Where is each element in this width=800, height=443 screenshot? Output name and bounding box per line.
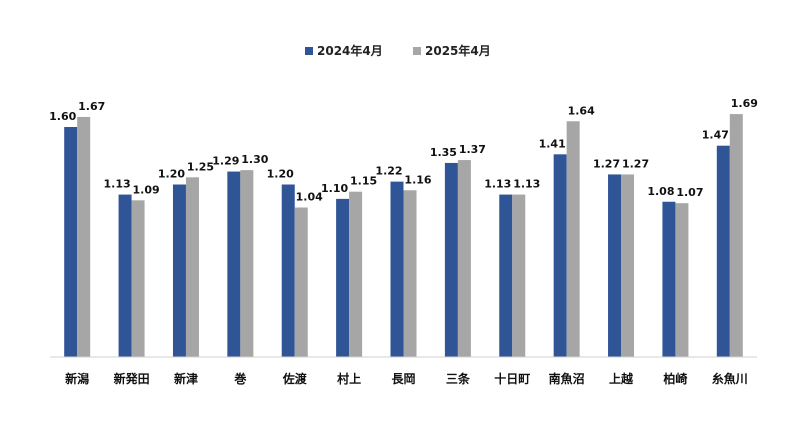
bar-series2-8 <box>512 194 526 357</box>
data-label-series1-6: 1.22 <box>375 165 402 178</box>
data-label-series1-8: 1.13 <box>484 178 511 191</box>
bar-series1-2 <box>172 184 186 357</box>
category-label-1: 新発田 <box>114 371 150 386</box>
bar-series1-9 <box>553 154 567 357</box>
data-label-series2-8: 1.13 <box>513 178 540 191</box>
data-label-series1-10: 1.27 <box>593 157 620 170</box>
bar-series1-5 <box>336 198 350 357</box>
data-label-series2-11: 1.07 <box>676 186 703 199</box>
category-label-8: 十日町 <box>494 371 530 386</box>
category-label-5: 村上 <box>337 371 361 386</box>
category-label-7: 三条 <box>446 371 471 386</box>
bar-series2-0 <box>77 116 91 357</box>
bar-series2-9 <box>566 121 580 357</box>
data-label-series1-2: 1.20 <box>158 168 185 181</box>
category-label-9: 南魚沼 <box>549 371 585 386</box>
data-label-series2-9: 1.64 <box>568 104 595 117</box>
legend-label-1: 2024年4月 <box>317 43 383 58</box>
data-label-series1-5: 1.10 <box>321 182 348 195</box>
bar-series2-7 <box>457 160 471 357</box>
data-label-series1-9: 1.41 <box>539 137 566 150</box>
data-label-series1-11: 1.08 <box>647 185 674 198</box>
category-label-11: 柏崎 <box>663 371 687 386</box>
data-label-series2-3: 1.30 <box>241 153 268 166</box>
bar-series1-6 <box>390 181 404 357</box>
data-label-series2-10: 1.27 <box>622 157 649 170</box>
bar-series2-3 <box>240 170 254 357</box>
data-label-series2-12: 1.69 <box>731 97 758 110</box>
data-label-series1-12: 1.47 <box>702 129 729 142</box>
bar-series2-5 <box>349 191 363 357</box>
legend-swatch-2 <box>413 47 421 55</box>
data-label-series2-2: 1.25 <box>187 160 214 173</box>
legend: 2024年4月 2025年4月 <box>305 43 491 58</box>
data-label-series2-6: 1.16 <box>404 173 431 186</box>
category-label-6: 長岡 <box>391 371 415 386</box>
category-label-12: 糸魚川 <box>712 371 748 386</box>
category-label-2: 新津 <box>174 371 198 386</box>
legend-swatch-1 <box>305 47 313 55</box>
bar-series1-0 <box>64 127 78 357</box>
bar-series2-12 <box>729 114 743 357</box>
category-label-0: 新潟 <box>65 371 89 386</box>
bar-series1-7 <box>444 162 458 357</box>
data-label-series2-7: 1.37 <box>459 143 486 156</box>
bar-series2-1 <box>131 200 145 357</box>
data-label-series1-3: 1.29 <box>212 155 239 168</box>
data-label-series1-4: 1.20 <box>267 168 294 181</box>
data-label-series1-0: 1.60 <box>49 110 76 123</box>
bar-series1-1 <box>118 194 132 357</box>
bar-series1-12 <box>716 145 730 357</box>
bar-series1-4 <box>281 184 295 357</box>
category-labels: 新潟 新発田 新津 巻 佐渡 村上 長岡 三条 十日町 南魚沼 上越 柏崎 糸魚川 <box>65 371 748 386</box>
legend-label-2: 2025年4月 <box>425 43 491 58</box>
data-label-series2-1: 1.09 <box>133 183 160 196</box>
bar-series2-11 <box>675 203 689 357</box>
data-label-series2-5: 1.15 <box>350 175 377 188</box>
bar-series1-11 <box>662 201 676 357</box>
category-label-4: 佐渡 <box>282 371 308 386</box>
bar-series2-4 <box>294 207 308 357</box>
bar-series2-2 <box>185 177 199 357</box>
data-label-series2-4: 1.04 <box>296 191 323 204</box>
category-label-10: 上越 <box>609 371 634 386</box>
data-label-series1-1: 1.13 <box>104 178 131 191</box>
data-label-series2-0: 1.67 <box>78 100 105 113</box>
data-label-series1-7: 1.35 <box>430 146 457 159</box>
value-labels: 1.601.671.13 1.091.201.251.29 1.301.201.04… <box>49 97 758 203</box>
bar-series1-10 <box>608 174 622 357</box>
bar-series2-6 <box>403 190 417 357</box>
bar-series1-3 <box>227 171 241 357</box>
bar-series2-10 <box>621 174 635 357</box>
bar-series1-8 <box>499 194 513 357</box>
category-label-3: 巻 <box>233 371 247 386</box>
bars <box>64 114 743 357</box>
